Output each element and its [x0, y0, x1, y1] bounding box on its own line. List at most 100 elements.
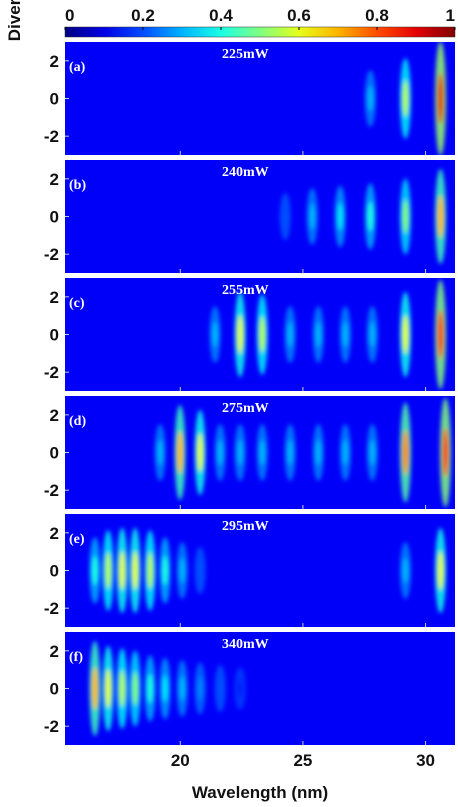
y-tick-label: -2 — [44, 717, 59, 736]
y-tick-label: 0 — [50, 444, 59, 463]
y-tick-label: -2 — [44, 599, 59, 618]
peak — [91, 555, 98, 586]
peak — [147, 552, 154, 589]
peak — [162, 555, 169, 586]
peak — [402, 557, 409, 584]
peak — [177, 431, 184, 474]
peak — [197, 559, 204, 582]
peak — [402, 430, 409, 475]
peak — [132, 671, 139, 706]
peaks — [279, 168, 447, 265]
peak — [342, 439, 349, 466]
y-tick-label: -2 — [44, 363, 59, 382]
y-tick-label: 0 — [50, 90, 59, 109]
peaks — [89, 527, 447, 614]
peak — [287, 439, 294, 466]
power-label: 295mW — [222, 519, 269, 534]
y-tick-label: 2 — [50, 642, 59, 661]
peak — [197, 433, 204, 472]
peak — [367, 201, 374, 232]
peak — [309, 203, 316, 230]
colorbar-tick-label: 1 — [446, 6, 455, 25]
peaks — [154, 397, 451, 508]
y-tick-label: 2 — [50, 52, 59, 71]
y-tick-label: 2 — [50, 170, 59, 189]
peak — [105, 552, 112, 589]
panel-label: (b) — [69, 178, 86, 193]
x-tick-label: 30 — [416, 751, 435, 770]
peak — [367, 85, 374, 112]
power-label: 340mW — [222, 637, 269, 652]
peak — [437, 72, 444, 125]
panel-label: (a) — [69, 60, 86, 75]
y-tick-label: -2 — [44, 127, 59, 146]
panel-label: (f) — [69, 650, 83, 665]
panel-label: (e) — [69, 532, 85, 547]
y-tick-label: 0 — [50, 326, 59, 345]
peak — [315, 321, 322, 348]
colorbar-tick-label: 0.8 — [365, 6, 389, 25]
peak — [442, 427, 449, 478]
colorbar-tick-label: 0.2 — [131, 6, 155, 25]
peak — [237, 315, 244, 354]
peak — [132, 551, 139, 590]
colorbar-tick-label: 0.6 — [287, 6, 311, 25]
peak — [157, 439, 164, 466]
panel-background — [65, 42, 455, 155]
peak — [437, 551, 444, 590]
y-tick-label: 0 — [50, 562, 59, 581]
peak — [105, 669, 112, 708]
peak — [179, 675, 186, 702]
peak — [197, 676, 204, 701]
power-label: 225mW — [222, 47, 269, 62]
peak — [437, 195, 444, 238]
peak — [162, 674, 169, 703]
colorbar — [64, 26, 456, 38]
y-tick-label: 2 — [50, 406, 59, 425]
peak — [217, 677, 224, 700]
power-label: 255mW — [222, 283, 269, 298]
y-tick-label: -2 — [44, 481, 59, 500]
peak — [402, 80, 409, 117]
x-tick-label: 20 — [171, 751, 190, 770]
peak — [402, 199, 409, 234]
peak — [212, 321, 219, 348]
peak — [119, 670, 126, 707]
peak — [217, 439, 224, 466]
peaks — [364, 42, 447, 155]
power-label: 275mW — [222, 401, 269, 416]
peak — [237, 678, 244, 699]
y-tick-label: 2 — [50, 524, 59, 543]
power-label: 240mW — [222, 165, 269, 180]
peak — [259, 316, 266, 353]
peak — [342, 321, 349, 348]
peak — [315, 439, 322, 466]
peak — [282, 205, 289, 228]
x-axis-title: Wavelength (nm) — [192, 783, 328, 802]
x-tick-label: 25 — [293, 751, 312, 770]
colorbar-tick-label: 0.4 — [209, 6, 233, 25]
peaks — [89, 640, 246, 737]
panel-background — [65, 160, 455, 273]
panel-label: (c) — [69, 296, 85, 311]
y-axis-title: Divergence angle (mrad) — [5, 0, 24, 41]
peak — [119, 551, 126, 590]
peak — [237, 439, 244, 466]
y-tick-label: 0 — [50, 208, 59, 227]
peak — [147, 673, 154, 704]
peak — [369, 439, 376, 466]
peak — [287, 321, 294, 348]
peak — [369, 321, 376, 348]
peak — [91, 667, 98, 710]
y-tick-label: 0 — [50, 680, 59, 699]
y-tick-label: -2 — [44, 245, 59, 264]
peak — [402, 315, 409, 354]
peak — [437, 309, 444, 360]
y-tick-label: 2 — [50, 288, 59, 307]
peak — [179, 557, 186, 584]
colorbar-tick-label: 0 — [65, 6, 74, 25]
peak — [337, 202, 344, 231]
panel-label: (d) — [69, 414, 86, 429]
peaks — [209, 279, 447, 390]
